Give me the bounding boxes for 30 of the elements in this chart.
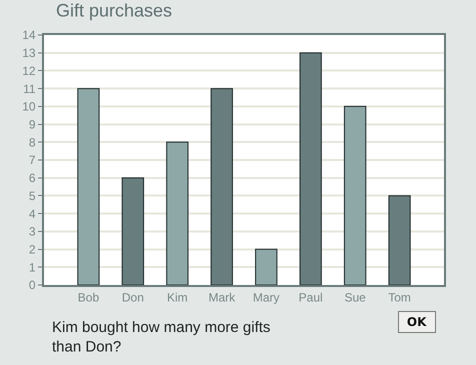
bar bbox=[255, 248, 278, 285]
y-tick-label: 4 bbox=[28, 206, 36, 221]
y-tick-label: 11 bbox=[23, 82, 36, 96]
chart-title: Gift purchases bbox=[56, 0, 172, 21]
y-tick-label: 8 bbox=[28, 135, 36, 150]
y-tick-label: 13 bbox=[22, 46, 36, 60]
bar bbox=[344, 106, 366, 285]
x-tick-label: Tom bbox=[388, 290, 411, 304]
x-tick-label: Mary bbox=[252, 290, 280, 304]
x-tick-label: Mark bbox=[208, 290, 236, 304]
x-tick-label: Don bbox=[122, 290, 144, 304]
y-tick-label: 5 bbox=[28, 188, 36, 203]
y-tick-label: 14 bbox=[22, 28, 36, 42]
y-tick-label: 2 bbox=[28, 242, 36, 256]
y-tick-label: 7 bbox=[28, 153, 36, 168]
y-tick-label: 12 bbox=[22, 64, 36, 78]
x-tick-label: Paul bbox=[298, 290, 323, 304]
x-tick-label: Sue bbox=[344, 290, 366, 304]
y-tick-label: 6 bbox=[28, 171, 36, 186]
bar bbox=[166, 142, 188, 285]
text: OK bbox=[406, 315, 428, 329]
text: Kim bought how many more gifts than Don? bbox=[52, 319, 270, 356]
bar bbox=[77, 88, 100, 285]
x-tick-label: Kim bbox=[166, 290, 188, 304]
y-tick-label: 9 bbox=[28, 117, 36, 132]
y-tick-label: 3 bbox=[28, 224, 36, 239]
y-tick-label: 1 bbox=[28, 260, 36, 274]
y-tick-label: 0 bbox=[28, 278, 36, 292]
x-tick-label: Bob bbox=[78, 290, 100, 304]
y-tick-label: 10 bbox=[22, 100, 36, 114]
